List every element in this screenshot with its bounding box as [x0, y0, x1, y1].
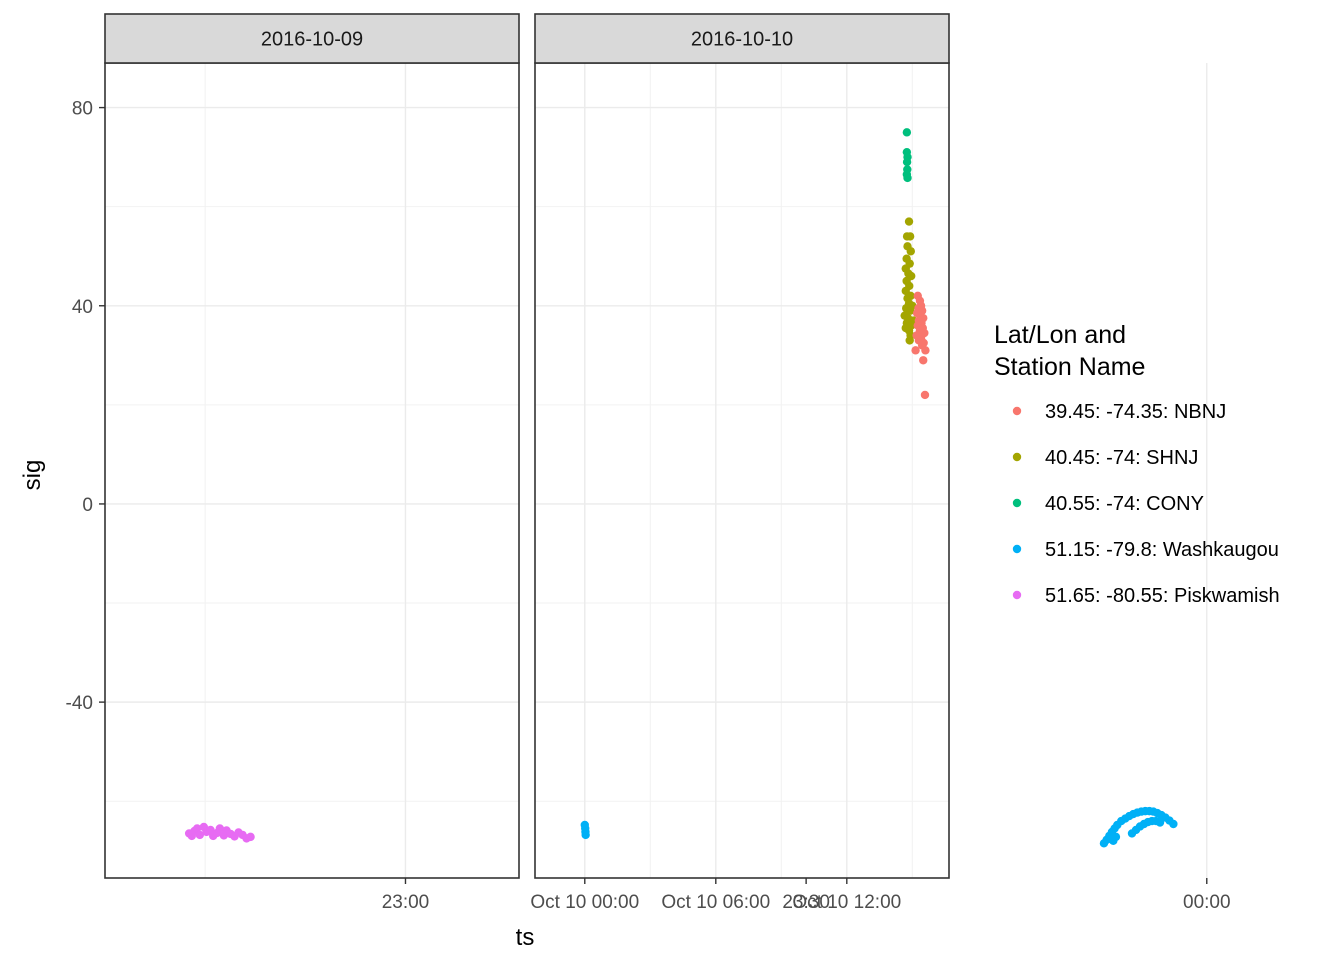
facet-panels: 2016-10-09 23:00 23:30 00:00 2016-10-10 Oct 1…	[104, 13, 1231, 913]
legend-label: 51.65: -80.55: Piskwamish	[1045, 585, 1280, 607]
series	[580, 820, 590, 840]
facet-panel: 2016-10-10 Oct 10 00:00 Oct 10 06:00 Oct 10…	[530, 13, 950, 913]
legend-item: 51.65: -80.55: Piskwamish	[1012, 585, 1280, 607]
y-tick-label: 80	[72, 99, 93, 120]
legend-key	[1012, 590, 1022, 600]
legend: Lat/Lon and Station Name 39.45: -74.35: …	[994, 321, 1280, 607]
data-point	[215, 824, 225, 833]
data-point	[919, 356, 928, 365]
legend-key	[1012, 544, 1022, 554]
y-axis: -40 0 40 80	[66, 99, 105, 714]
x-tick-label: Oct 10 06:00	[661, 892, 770, 913]
data-point	[902, 128, 912, 137]
panel-background	[535, 63, 949, 878]
series	[902, 128, 912, 183]
legend-title-line-1: Lat/Lon and	[994, 321, 1126, 349]
x-axis-title: ts	[516, 924, 535, 951]
x-tick-label: Oct 10 12:00	[792, 892, 901, 913]
y-axis-title: sig	[19, 460, 46, 491]
data-point	[911, 346, 920, 355]
data-point	[1155, 818, 1165, 827]
facet-strip	[534, 13, 950, 64]
data-point	[905, 336, 914, 345]
y-tick-label: -40	[66, 693, 93, 714]
data-point	[905, 306, 915, 315]
data-point	[904, 217, 914, 226]
facet-strip-label: 2016-10-09	[261, 29, 363, 51]
x-tick-label: 23:00	[382, 892, 430, 913]
data-point	[921, 346, 930, 355]
panel-background	[105, 63, 519, 878]
legend-title-line-2: Station Name	[994, 353, 1145, 381]
data-point	[1169, 819, 1178, 829]
x-tick-label: Oct 10 00:00	[530, 892, 639, 913]
y-tick-label: 40	[72, 297, 93, 318]
data-point	[246, 832, 255, 842]
series	[1099, 806, 1178, 848]
x-tick-label: 00:00	[1183, 892, 1231, 913]
legend-key	[1012, 452, 1022, 462]
data-point	[192, 824, 202, 833]
x-tick-label: 23:30	[782, 892, 830, 913]
facet-panel: 2016-10-09 23:00 23:30 00:00	[104, 13, 1231, 913]
y-tick-label: 0	[82, 495, 93, 516]
data-point	[905, 232, 915, 241]
series	[900, 217, 918, 345]
legend-key	[1012, 406, 1022, 416]
data-point	[920, 390, 930, 400]
data-point	[195, 830, 205, 840]
series	[911, 291, 930, 400]
legend-label: 40.55: -74: CONY	[1045, 493, 1204, 515]
facet-strip-label: 2016-10-10	[691, 29, 793, 51]
series	[184, 822, 255, 843]
legend-label: 51.15: -79.8: Washkaugou	[1045, 539, 1279, 561]
legend-item: 39.45: -74.35: NBNJ	[1012, 401, 1226, 423]
legend-item: 51.15: -79.8: Washkaugou	[1012, 539, 1279, 561]
legend-label: 39.45: -74.35: NBNJ	[1045, 401, 1226, 423]
data-point	[902, 157, 912, 167]
data-point	[1111, 832, 1121, 842]
legend-item: 40.45: -74: SHNJ	[1012, 447, 1198, 469]
data-point	[581, 830, 590, 840]
data-point	[906, 247, 915, 256]
legend-label: 40.45: -74: SHNJ	[1045, 447, 1198, 469]
facet-strip	[104, 13, 520, 64]
legend-item: 40.55: -74: CONY	[1012, 493, 1204, 515]
data-point	[903, 173, 912, 183]
legend-key	[1012, 498, 1022, 508]
